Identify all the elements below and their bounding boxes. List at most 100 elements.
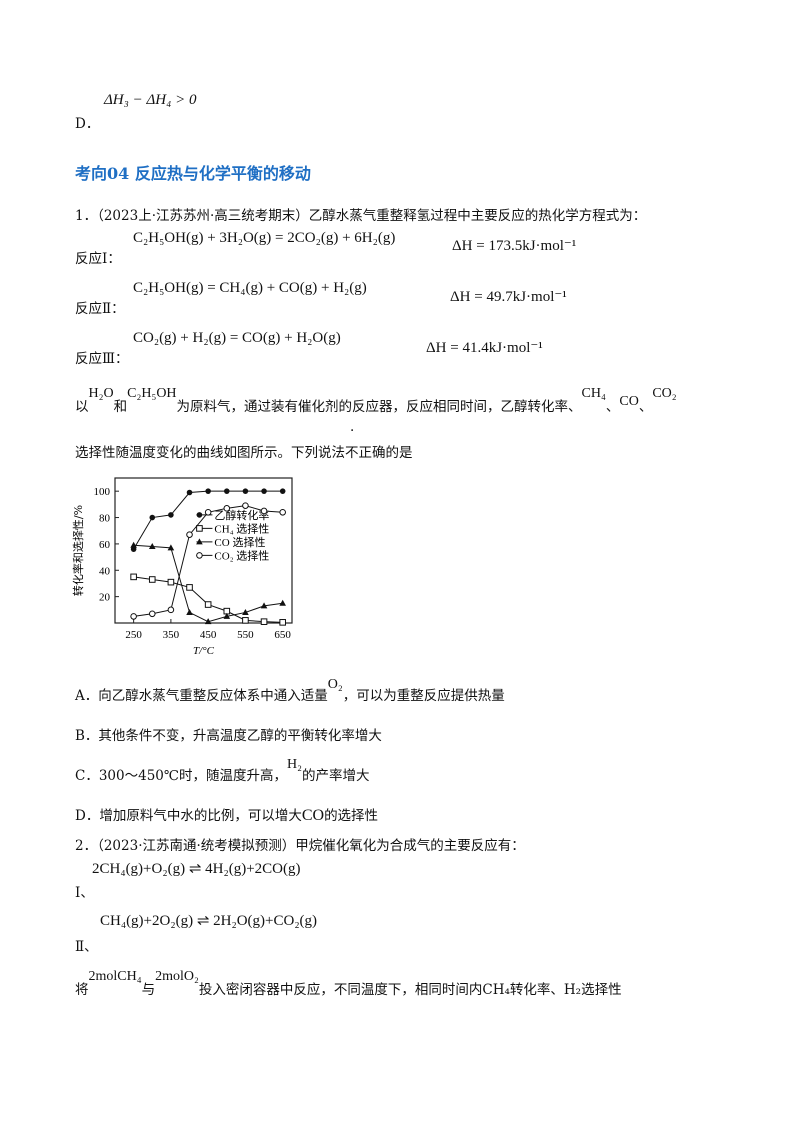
marker-open-square	[279, 619, 286, 626]
y-tick-label: 40	[99, 565, 111, 577]
text: 将	[75, 982, 89, 998]
marker-open-circle	[204, 508, 212, 516]
marker-filled-triangle	[223, 612, 231, 619]
text: 的产率增大	[301, 768, 370, 784]
marker-open-circle	[196, 552, 203, 559]
text: ，可以为重整反应提供热量	[342, 688, 505, 704]
text: 其他条件不变，升高温度乙醇的平衡转化率增大	[98, 728, 382, 744]
reaction-2-dh: ΔH = 49.7kJ·mol⁻¹	[450, 289, 567, 305]
q2-desc: 将2molCH₄与2molO₂投入密闭容器中反应，不同温度下，相同时间内CH₄转…	[75, 969, 622, 999]
plot-frame	[114, 477, 293, 624]
label: C．	[75, 768, 99, 784]
emphasis-dot: ·	[350, 423, 355, 439]
legend-label-0: 乙醇转化率	[214, 508, 269, 522]
reaction-3-label: 反应Ⅲ：	[75, 351, 129, 367]
marker-filled-circle	[196, 512, 203, 518]
q2-reaction-1-label: Ⅰ、	[75, 885, 94, 901]
marker-filled-triangle	[196, 538, 203, 545]
marker-open-square	[242, 617, 249, 624]
marker-open-square	[204, 601, 212, 608]
marker-filled-triangle	[186, 608, 193, 615]
q1-desc-line2: 选择性随温度变化的曲线如图所示。下列说法不 · 正确的是	[75, 424, 413, 461]
x-tick-label: 450	[200, 629, 217, 641]
q1-desc-line1: 以H₂O和C₂H₅OH为原料气，通过装有催化剂的反应器，反应相同时间，乙醇转化率…	[75, 386, 677, 416]
text: 、	[605, 399, 620, 415]
co-formula: CO	[301, 807, 325, 824]
text: 增加原料气中水的比例，可以增大	[99, 808, 302, 824]
marker-filled-triangle	[204, 618, 212, 625]
series-line-1	[133, 576, 283, 623]
text: 、	[638, 399, 653, 415]
marker-open-square	[167, 578, 175, 586]
marker-open-circle	[130, 613, 137, 620]
marker-filled-circle	[279, 488, 286, 494]
marker-filled-triangle	[148, 543, 156, 550]
label: B．	[75, 728, 99, 744]
marker-filled-triangle	[242, 608, 249, 615]
y-tick-label: 20	[99, 592, 111, 604]
marker-open-circle	[148, 610, 156, 618]
legend-label-1: CH₄ 选择性	[214, 521, 269, 535]
marker-filled-triangle	[260, 602, 268, 609]
marker-open-circle	[186, 531, 193, 538]
reaction-3-dh: ΔH = 41.4kJ·mol⁻¹	[426, 340, 543, 356]
marker-open-circle	[223, 505, 231, 512]
text: 选择性随温度变化的曲线如图所示。下列说法	[75, 445, 345, 461]
option-d-formula: ΔH₃ − ΔH₄ > 0	[104, 92, 197, 108]
marker-open-circle	[279, 508, 286, 516]
marker-filled-triangle	[279, 599, 286, 606]
y-tick-label: 80	[99, 513, 111, 525]
marker-filled-circle	[186, 489, 193, 496]
marker-filled-circle	[168, 512, 174, 518]
q2-stem: 2．（2023·江苏南通·统考模拟预测）甲烷催化氧化为合成气的主要反应有：	[75, 838, 525, 854]
marker-filled-triangle	[167, 544, 175, 551]
reaction-1-dh: ΔH = 173.5kJ·mol⁻¹	[452, 238, 577, 254]
o2-formula: O₂	[327, 677, 343, 692]
ethanol-formula: C₂H₅OH	[127, 386, 177, 401]
text: 和	[113, 399, 128, 415]
y-tick-label: 100	[94, 486, 111, 498]
co-formula: CO	[619, 394, 639, 409]
q2-reaction-2-label: Ⅱ、	[75, 939, 98, 955]
y-axis-label: 转化率和选择性/%	[71, 505, 85, 596]
o2-amount: 2molO₂	[155, 969, 199, 984]
y-tick-label: 60	[99, 539, 111, 551]
legend-label-3: CO₂ 选择性	[214, 548, 269, 562]
option-c[interactable]: C．300～450℃时，随温度升高，H₂的产率增大	[75, 757, 370, 785]
text: 与	[141, 982, 156, 998]
x-tick-label: 650	[274, 629, 291, 641]
marker-open-square	[130, 573, 137, 581]
marker-open-circle	[260, 507, 268, 515]
q2-reaction-1-equation: 2CH₄(g)+O₂(g) ⇌ 4H₂(g)+2CO(g)	[92, 861, 301, 877]
selectivity-chart: 20 40 60 80 100 250 350 450 550 650 T/°C 转化率和选择性/% 乙…	[71, 477, 293, 657]
marker-filled-circle	[130, 546, 137, 552]
h2o-formula: H₂O	[88, 386, 114, 401]
ch4-amount: 2molCH₄	[88, 969, 142, 984]
option-d[interactable]: D．增加原料气中水的比例，可以增大CO的选择性	[75, 804, 378, 825]
option-a[interactable]: A．向乙醇水蒸气重整反应体系中通入适量O₂，可以为重整反应提供热量	[75, 677, 505, 705]
option-d-label: D．	[75, 116, 100, 132]
x-tick-label: 250	[125, 629, 142, 641]
reaction-2-label: 反应Ⅱ：	[75, 301, 125, 317]
reaction-2-equation: C₂H₅OH(g) = CH₄(g) + CO(g) + H₂(g)	[133, 280, 367, 296]
h2-formula: H₂	[286, 757, 302, 772]
marker-filled-circle	[223, 488, 230, 494]
marker-open-circle	[242, 502, 249, 509]
label: A．	[75, 688, 99, 704]
marker-open-square	[186, 584, 193, 591]
text: 300～450℃时，随温度升高，	[98, 768, 287, 784]
text: 以	[75, 399, 89, 415]
x-axis-label: T/°C	[193, 645, 215, 657]
x-tick-label: 350	[163, 629, 180, 641]
text: 的选择性	[324, 808, 379, 824]
text: 为原料气，通过装有催化剂的反应器，反应相同时间，乙醇转化率、	[176, 399, 582, 415]
emphasis-not: 不 ·	[345, 424, 359, 461]
marker-open-circle	[167, 606, 175, 614]
marker-filled-circle	[261, 488, 267, 494]
marker-filled-circle	[149, 514, 156, 521]
x-tick-label: 550	[237, 629, 254, 641]
option-b[interactable]: B．其他条件不变，升高温度乙醇的平衡转化率增大	[75, 724, 382, 744]
reaction-3-equation: CO₂(g) + H₂(g) = CO(g) + H₂O(g)	[133, 330, 341, 346]
reaction-1-equation: C₂H₅OH(g) + 3H₂O(g) = 2CO₂(g) + 6H₂(g)	[133, 230, 396, 246]
q2-reaction-2-equation: CH₄(g)+2O₂(g) ⇌ 2H₂O(g)+CO₂(g)	[100, 913, 318, 929]
